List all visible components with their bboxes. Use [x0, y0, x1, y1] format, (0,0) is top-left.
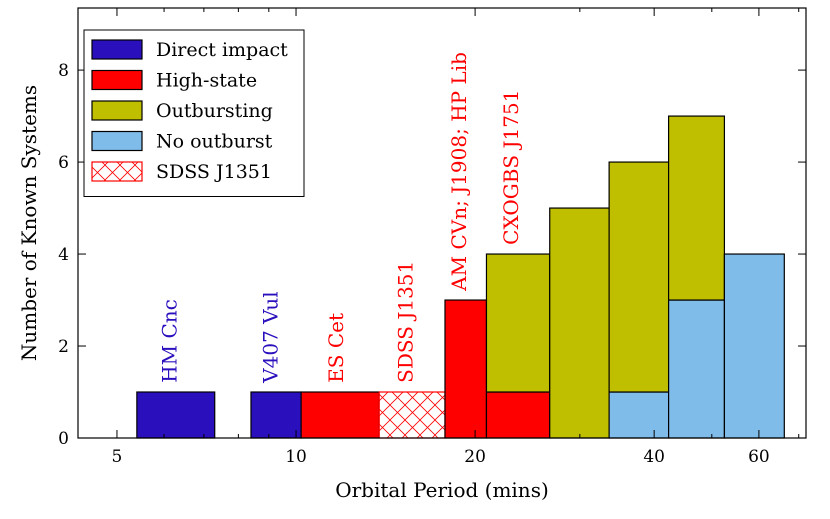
bar-no-outburst-8-0	[667, 299, 726, 439]
bar-no-outburst-7-0	[608, 391, 670, 439]
bar-hatch-3-0	[378, 391, 446, 439]
bar-direct-impact-0-0	[136, 391, 216, 439]
legend-swatch-direct-impact	[91, 39, 143, 60]
bar-direct-impact-1-0	[250, 391, 302, 439]
annotations-layer: HM Cnc V407 Vul ES Cet SDSS J1351 AM CVn; J1…	[158, 52, 523, 384]
y-tick-label: 2	[58, 337, 69, 357]
bar-no-outburst-9-0	[723, 253, 785, 439]
y-tick-label: 8	[58, 61, 69, 81]
legend-swatch-hatch	[91, 161, 143, 182]
x-tick-label: 20	[464, 447, 486, 467]
bar-high-state-2-0	[300, 391, 380, 439]
y-tick-label: 0	[58, 429, 69, 449]
annotation-label-0: HM Cnc	[158, 299, 182, 383]
bar-outbursting-5-1	[485, 253, 551, 393]
legend-swatch-no-outburst	[91, 130, 143, 152]
bar-high-state-5-0	[485, 391, 551, 439]
axes-frame	[77, 7, 807, 439]
annotation-label-4: AM CVn; J1908; HP Lib	[447, 52, 471, 292]
y-tick-label: 6	[58, 153, 69, 173]
bar-high-state-4-0	[444, 299, 488, 439]
y-axis-label: Number of Known Systems	[17, 85, 41, 361]
legend-label-direct-impact: Direct impact	[156, 39, 288, 61]
legend: Direct impact High-state Outbursting No out…	[83, 29, 305, 197]
legend-label-outbursting: Outbursting	[156, 100, 273, 122]
legend-label-high-state: High-state	[156, 70, 257, 92]
bar-outbursting-6-0	[549, 207, 610, 439]
x-axis-label: Orbital Period (mins)	[335, 478, 549, 502]
legend-label-no-outburst: No outburst	[156, 131, 273, 153]
annotation-label-1: V407 Vul	[258, 291, 282, 383]
bars-layer	[136, 115, 785, 439]
annotation-label-2: ES Cet	[324, 313, 348, 383]
legend-swatch-outbursting	[91, 100, 143, 121]
y-tick-label: 4	[58, 245, 69, 265]
x-tick-label: 10	[285, 447, 307, 467]
x-tick-label: 40	[643, 447, 665, 467]
annotation-label-5: CXOGBS J1751	[499, 90, 523, 245]
bar-outbursting-8-1	[667, 115, 726, 301]
legend-swatch-high-state	[91, 69, 143, 91]
annotation-label-3: SDSS J1351	[394, 261, 418, 383]
bar-outbursting-7-1	[608, 161, 670, 393]
x-tick-label: 5	[112, 447, 123, 467]
ticks-layer: 5 10 20 40 60 0 2 4 6 8	[58, 8, 806, 467]
legend-label-hatch: SDSS J1351	[156, 161, 272, 183]
x-tick-label: 60	[748, 447, 770, 467]
